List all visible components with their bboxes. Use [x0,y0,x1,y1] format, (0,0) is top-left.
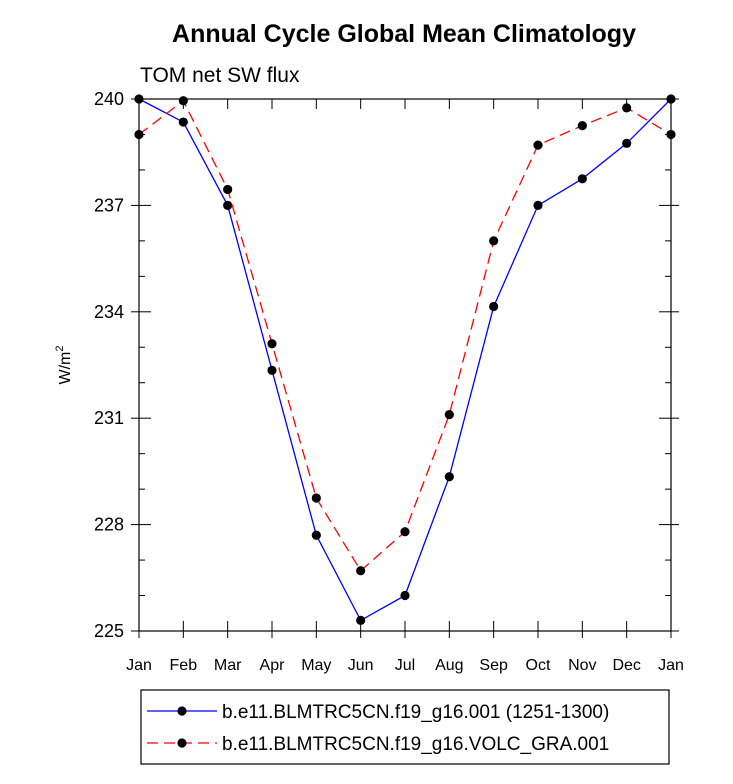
series-0-point [666,94,676,104]
series-1-point [178,96,188,106]
x-tick-label: Apr [260,657,286,674]
legend-label-0: b.e11.BLMTRC5CN.f19_g16.001 (1251-1300) [222,702,609,723]
legend-entry-0: b.e11.BLMTRC5CN.f19_g16.001 (1251-1300) [147,702,609,723]
series-0-point [134,94,144,104]
legend-box [140,689,670,765]
series-0-point [577,174,587,184]
series-0-point [622,138,632,148]
series-1-point [666,129,676,140]
x-tick-label: Mar [214,657,242,674]
y-tick-label: 234 [94,302,124,322]
chart-subtitle: TOM net SW flux [140,64,300,87]
series-1-point [311,493,321,503]
y-tick-label: 228 [94,515,124,535]
x-tick-label: Jan [126,657,152,674]
series-0-point [444,472,454,482]
series-0-point [311,530,321,540]
series-1-point [400,527,410,537]
x-tick-label: Aug [435,657,463,674]
y-axis-label-exponent: 2 [54,346,66,352]
series-1-point [577,121,587,131]
legend-label-1: b.e11.BLMTRC5CN.f19_g16.VOLC_GRA.001 [222,734,609,755]
series-0-point [533,200,543,210]
series-1-point [134,129,144,140]
axis-ticks [131,98,679,638]
series-0-point [223,200,233,210]
y-tick-label: 231 [94,408,124,428]
series-layer [134,94,676,625]
series-0-point [267,365,277,375]
series-1-point [622,103,632,113]
x-tick-label: Oct [526,657,551,674]
plot-frame [138,98,672,632]
series-0-point [400,590,410,601]
x-tick-label: Jan [658,657,684,674]
series-1-point [356,566,366,576]
legend-marker-0 [177,706,187,716]
series-1-point [267,339,277,349]
chart-title: Annual Cycle Global Mean Climatology [172,20,636,48]
series-1-point [444,410,454,420]
legend-entry-1: b.e11.BLMTRC5CN.f19_g16.VOLC_GRA.001 [147,734,609,755]
series-0-point [178,117,188,127]
y-tick-label: 240 [94,89,124,109]
y-tick-label: 225 [94,621,124,641]
x-tick-label: Sep [479,657,508,674]
x-tick-label: May [301,657,331,674]
x-tick-label: Nov [568,657,596,674]
legend-marker-1 [177,738,187,748]
x-tick-label: Jul [395,657,415,674]
x-tick-label: Jun [348,657,374,674]
y-tick-labels: 225 228 231 234 237 240 [94,89,124,641]
series-1-point [533,140,543,150]
y-axis-label-unit: W/m [57,352,74,385]
x-tick-labels: Jan Feb Mar Apr May Jun Jul Aug Sep Oct Nov Dec Jan [126,657,684,674]
series-0-point [356,615,366,625]
series-1-point [223,184,233,195]
series-0-point [489,301,499,312]
x-tick-label: Feb [170,657,198,674]
x-tick-label: Dec [612,657,640,674]
y-axis-label: W/m2 [54,346,74,385]
series-1-point [489,236,499,246]
y-tick-label: 237 [94,195,124,215]
series-line-0 [138,98,672,622]
